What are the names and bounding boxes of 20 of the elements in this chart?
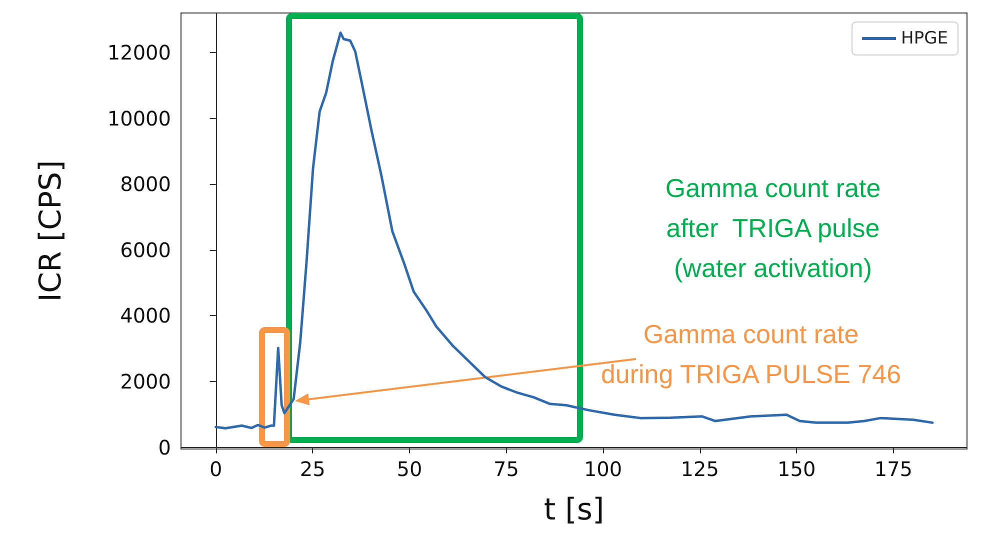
x-tick-label: 25: [300, 457, 326, 481]
x-tick-label: 175: [874, 457, 913, 481]
y-tick-label: 12000: [107, 40, 171, 64]
x-tick-label: 50: [396, 457, 422, 481]
x-axis-title: t [s]: [544, 492, 604, 528]
y-tick-label: 8000: [120, 172, 171, 196]
y-tick-label: 6000: [120, 238, 171, 262]
annotation: Gamma count rate after TRIGA pulse (water activation): [665, 173, 881, 283]
x-tick-label: 125: [680, 457, 719, 481]
y-axis-title: ICR [CPS]: [34, 160, 68, 302]
x-tick-label: 75: [494, 457, 519, 481]
y-tick-label: 0: [158, 435, 171, 460]
y-tick-label: 2000: [120, 370, 171, 394]
y-tick-label: 4000: [120, 304, 171, 328]
y-tick-label: 10000: [107, 106, 171, 130]
x-tick-label: 0: [209, 457, 222, 481]
x-tick-label: 100: [584, 457, 622, 481]
legend-label: HPGE: [901, 28, 948, 48]
annotation: Gamma count rate during TRIGA PULSE 746: [600, 319, 902, 389]
x-tick-label: 150: [778, 457, 816, 481]
